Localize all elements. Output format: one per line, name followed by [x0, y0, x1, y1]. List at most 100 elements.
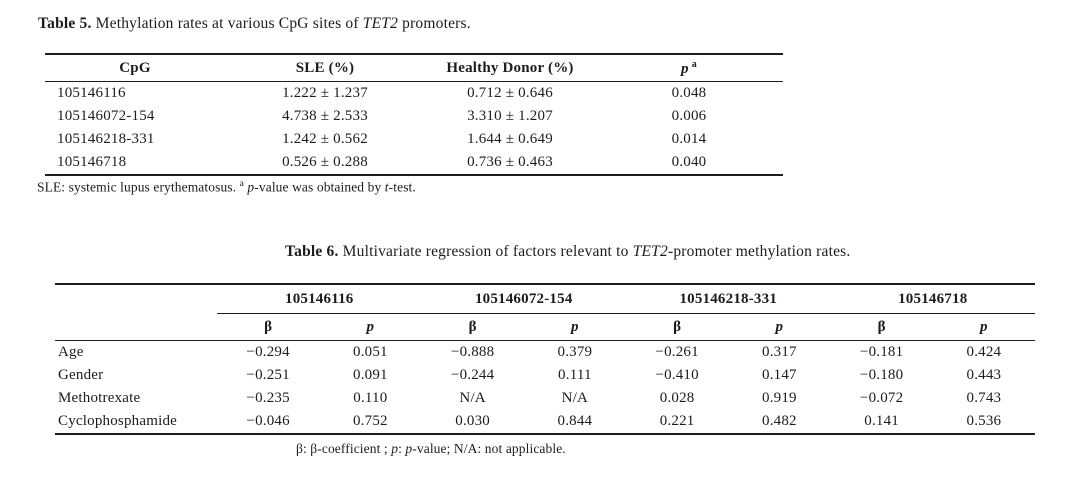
table5-header-cpg: CpG [45, 54, 225, 82]
table5-footnote-text: -test. [388, 179, 416, 195]
table5-caption-gene-italic: TET2 [362, 15, 399, 32]
table6-cell: −0.294 [246, 344, 290, 360]
table6-cell: 0.051 [353, 344, 388, 360]
table5-cell-p: 0.006 [671, 108, 707, 124]
table6-subheader-p: p [523, 313, 626, 341]
table5-caption-text-after: promoters. [398, 15, 471, 32]
table5-cell-healthy-donor: 1.644 ± 0.649 [467, 131, 553, 147]
table5-cell-p: 0.014 [671, 131, 707, 147]
table5-footnote-text: SLE: systemic lupus erythematosus. [37, 179, 240, 195]
table6-group-header-105146116: 105146116 [217, 284, 422, 314]
table6-row-label: Age [58, 344, 84, 360]
table6-row-label: Cyclophosphamide [58, 413, 178, 429]
table5-cell-cpg: 105146072-154 [57, 108, 155, 124]
table6-row-label: Methotrexate [58, 390, 141, 406]
table6-row: Gender −0.251 0.091 −0.244 0.111 −0.410 … [55, 364, 1035, 387]
table6-group-header-105146218-331: 105146218-331 [626, 284, 831, 314]
table6-caption-label: Table 6. [285, 243, 339, 260]
table6-group-header-105146718: 105146718 [830, 284, 1035, 314]
table6-cell: 0.221 [659, 413, 695, 429]
table6-cell: 0.743 [966, 390, 1002, 406]
table6-row-label: Gender [58, 367, 104, 383]
table6-caption-text-after: -promoter methylation rates. [667, 243, 851, 260]
table6-cell: 0.424 [966, 344, 1002, 360]
table5-row: 105146218-331 1.242 ± 0.562 1.644 ± 0.64… [45, 128, 783, 151]
table5-cell-cpg: 105146718 [57, 154, 127, 170]
table6-subheader-beta: β [830, 313, 933, 341]
table6-cell: 0.141 [864, 413, 899, 429]
table6-cell: −0.410 [655, 367, 699, 383]
table6-footnote-text: -value; N/A: not applicable. [412, 441, 566, 456]
table6-footnote-text: β: β-coefficient ; [296, 441, 392, 456]
table6-cell: −0.251 [246, 367, 290, 383]
table6-footnote-p-italic: p [391, 441, 399, 456]
table5-row: 105146116 1.222 ± 1.237 0.712 ± 0.646 0.… [45, 82, 783, 106]
table5-cell-healthy-donor: 3.310 ± 1.207 [467, 108, 553, 124]
table5-cell-p: 0.048 [671, 85, 707, 101]
table6-subheader-beta: β [421, 313, 524, 341]
table6-cell: −0.181 [859, 344, 904, 360]
table6-cell: −0.046 [246, 413, 290, 429]
table5-footnote-text: -value was obtained by [254, 179, 385, 195]
table6-cell: 0.379 [557, 344, 593, 360]
table5-header-p-symbol: p [681, 60, 689, 77]
table6-cell: 0.110 [353, 390, 388, 406]
table6-subheader-beta: β [626, 313, 729, 341]
table5-caption-text-before: Methylation rates at various CpG sites o… [91, 15, 363, 32]
table5-cell-healthy-donor: 0.736 ± 0.463 [467, 154, 553, 170]
table6-cell: −0.888 [450, 344, 495, 360]
table5-cell-cpg: 105146218-331 [57, 131, 155, 147]
table5-cell-sle: 0.526 ± 0.288 [282, 154, 368, 170]
table6-cell: 0.028 [659, 390, 695, 406]
table5-cell-healthy-donor: 0.712 ± 0.646 [467, 85, 553, 101]
table6-cell: 0.147 [762, 367, 797, 383]
table6-subheader-empty [55, 313, 217, 341]
table5-header-p-superscript: a [691, 58, 697, 70]
table5-footnote-t-italic: t [384, 179, 389, 195]
table6-subheader-beta: β [217, 313, 320, 341]
table6-subheader-p: p [932, 313, 1035, 341]
table6-footnote: β: β-coefficient ; p: p-value; N/A: not … [296, 441, 566, 457]
table5-header-sle: SLE (%) [225, 54, 425, 82]
table6-cell: −0.180 [859, 367, 904, 383]
table5-cell-sle: 1.222 ± 1.237 [282, 85, 368, 101]
table6-cell: 0.752 [353, 413, 388, 429]
table6-cell: −0.072 [859, 390, 904, 406]
table5-caption: Table 5. Methylation rates at various Cp… [38, 14, 471, 34]
table6-cell: 0.536 [966, 413, 1002, 429]
table5-footnote-p-italic: p [247, 179, 255, 195]
table6-subheader-p: p [319, 313, 422, 341]
table6-cell: 0.317 [762, 344, 797, 360]
table6-footnote-p-italic: p [405, 441, 413, 456]
table5-footnote-superscript: a [239, 179, 244, 189]
table6-subheader-p: p [728, 313, 831, 341]
table6-caption-text-before: Multivariate regression of factors relev… [338, 243, 633, 260]
table5-footnote: SLE: systemic lupus erythematosus. a p-v… [37, 176, 416, 196]
table6-cell: 0.091 [353, 367, 388, 383]
table6-row: Cyclophosphamide −0.046 0.752 0.030 0.84… [55, 410, 1035, 434]
table6-cell: N/A [459, 390, 486, 406]
table6-row: Methotrexate −0.235 0.110 N/A N/A 0.028 … [55, 387, 1035, 410]
table6-group-header-105146072-154: 105146072-154 [421, 284, 626, 314]
table6-cell: N/A [561, 390, 589, 406]
table5-header-healthy-donor: Healthy Donor (%) [425, 54, 595, 82]
table5-cell-cpg: 105146116 [57, 85, 126, 101]
table6-footnote-text: : [398, 441, 406, 456]
table5-row: 105146718 0.526 ± 0.288 0.736 ± 0.463 0.… [45, 151, 783, 175]
table6-cell: −0.235 [246, 390, 290, 406]
table6-cell: 0.919 [762, 390, 797, 406]
table6-cell: 0.111 [558, 367, 592, 383]
table6-caption-gene-italic: TET2 [632, 243, 668, 260]
table6-cell: 0.443 [966, 367, 1002, 383]
table6: 105146116 105146072-154 105146218-331 10… [55, 283, 1035, 435]
table5-cell-p: 0.040 [671, 154, 707, 170]
table6-group-header-row: 105146116 105146072-154 105146218-331 10… [55, 284, 1035, 314]
table5-cell-sle: 4.738 ± 2.533 [282, 108, 368, 124]
table5-row: 105146072-154 4.738 ± 2.533 3.310 ± 1.20… [45, 105, 783, 128]
table5-caption-label: Table 5. [38, 15, 92, 32]
table6-cell: 0.844 [557, 413, 593, 429]
